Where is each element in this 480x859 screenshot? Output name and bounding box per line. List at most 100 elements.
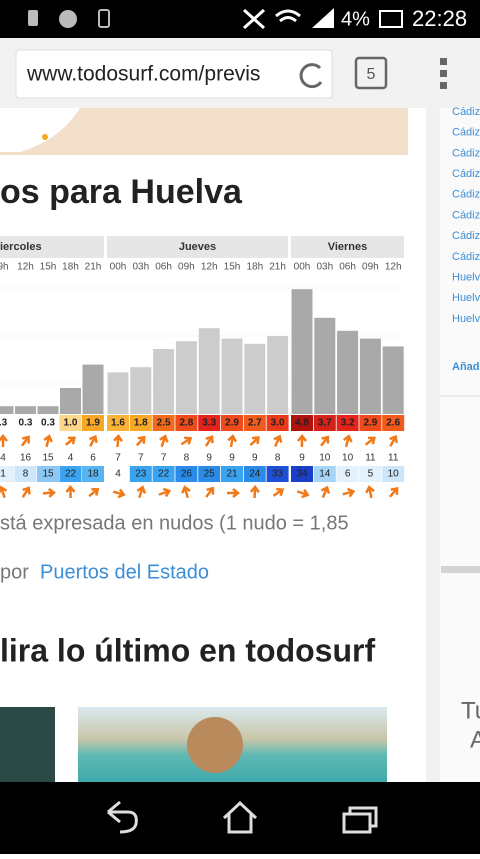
swell-arrow bbox=[0, 433, 8, 447]
sidebar-link[interactable]: Huelv bbox=[452, 292, 480, 304]
wind-cell bbox=[243, 466, 266, 482]
photo-figure bbox=[187, 717, 243, 773]
period-label: 7 bbox=[115, 453, 121, 464]
wind-label: 4 bbox=[115, 469, 121, 480]
wind-label: 23 bbox=[135, 469, 147, 480]
note: stá expresada en nudos (1 nudo = 1,85 bbox=[0, 512, 349, 534]
wind-label: 34 bbox=[296, 469, 308, 480]
swell-arrow bbox=[389, 434, 398, 447]
reload-button[interactable] bbox=[299, 63, 323, 89]
url[interactable]: www.todosurf.com/previs bbox=[26, 63, 260, 86]
sidebar-link[interactable]: Cádiz bbox=[452, 209, 480, 221]
period-label: 9 bbox=[229, 453, 235, 464]
swell-arrow bbox=[88, 434, 98, 447]
period-label: 10 bbox=[342, 453, 354, 464]
sidebar-add[interactable]: Añad bbox=[452, 361, 480, 373]
swell-arrow bbox=[20, 435, 30, 447]
wind-arrow bbox=[227, 488, 241, 498]
day-label: iercoles bbox=[0, 241, 42, 253]
wind-arrow bbox=[21, 486, 31, 498]
status-icon bbox=[275, 9, 301, 23]
recents-button[interactable] bbox=[342, 806, 378, 834]
wind-cell bbox=[59, 466, 82, 482]
wind-cell bbox=[82, 466, 104, 482]
wave-cell bbox=[359, 415, 382, 431]
wind-cell bbox=[175, 466, 198, 482]
wave-label: 1.0 bbox=[64, 418, 78, 429]
url-field[interactable] bbox=[15, 49, 333, 99]
wind-cell bbox=[107, 466, 129, 482]
sidebar-link[interactable]: Cádiz bbox=[452, 106, 480, 118]
thumbnail[interactable] bbox=[0, 707, 55, 787]
wave-bar bbox=[82, 364, 104, 414]
wave-cell bbox=[198, 415, 221, 431]
source-link[interactable]: Puertos del Estado bbox=[40, 561, 209, 583]
sidebar-link[interactable]: Cádiz bbox=[452, 251, 480, 263]
wave-cell bbox=[129, 415, 152, 431]
wind-cell bbox=[359, 466, 382, 482]
wave-label: 0.3 bbox=[19, 418, 33, 429]
wind-cell bbox=[266, 466, 289, 482]
wave-bar bbox=[337, 330, 359, 414]
sidebar-panel bbox=[440, 108, 480, 782]
tabs-button[interactable] bbox=[354, 56, 388, 90]
sidebar-links: Cádiz Cádiz Cádiz Cádiz Cádiz Cádiz Cádiz Cádiz… bbox=[452, 106, 480, 325]
wind-arrow bbox=[158, 487, 172, 498]
wind-arrow bbox=[181, 485, 191, 499]
wind-cell bbox=[14, 466, 37, 482]
period-label: 4 bbox=[68, 453, 74, 464]
wind-arrow bbox=[272, 487, 285, 497]
wave-label: 2.8 bbox=[179, 418, 193, 429]
wind-arrow bbox=[342, 487, 356, 498]
wind-label: 14 bbox=[319, 469, 331, 480]
menu-button[interactable] bbox=[440, 58, 447, 89]
period-label: 9 bbox=[206, 453, 212, 464]
sidebar-link[interactable]: Cádiz bbox=[452, 168, 480, 180]
period-label: 9 bbox=[252, 453, 258, 464]
swell-arrow bbox=[364, 436, 376, 446]
wind-arrow bbox=[65, 485, 76, 499]
sidebar-link[interactable]: Cádiz bbox=[452, 230, 480, 242]
period-label: 4 bbox=[0, 453, 6, 464]
period-label: 10 bbox=[319, 453, 331, 464]
sidebar-link[interactable]: Cádiz bbox=[452, 127, 480, 139]
wave-cell bbox=[313, 415, 336, 431]
wind-arrow bbox=[112, 488, 126, 499]
wave-bar bbox=[359, 338, 381, 414]
wind-arrow bbox=[249, 485, 260, 499]
swell-arrow bbox=[43, 434, 54, 448]
hour-label: 18h bbox=[246, 262, 263, 273]
wind-arrow bbox=[388, 486, 399, 498]
wind-label: 24 bbox=[249, 469, 261, 480]
wave-label: 2.6 bbox=[386, 418, 400, 429]
home-button[interactable] bbox=[222, 800, 258, 834]
status-icon bbox=[242, 8, 266, 30]
day-label: Viernes bbox=[328, 241, 368, 253]
wave-label: 1.8 bbox=[134, 418, 148, 429]
hour-label: 06h bbox=[155, 262, 172, 273]
wind-label: 33 bbox=[272, 469, 284, 480]
swell-arrow bbox=[180, 436, 193, 446]
wave-bar bbox=[153, 349, 175, 414]
wind-cell bbox=[336, 466, 359, 482]
wave-bar bbox=[107, 372, 129, 414]
sidebar-link[interactable]: Huelv bbox=[452, 272, 480, 284]
hour-label: 12h bbox=[201, 262, 218, 273]
heading: os para Huelva bbox=[0, 173, 243, 211]
sidebar-link[interactable]: Huelv bbox=[452, 313, 480, 325]
wave-label: 2.9 bbox=[363, 418, 377, 429]
sidebar-link[interactable]: Cádiz bbox=[452, 147, 480, 159]
swell-arrow bbox=[273, 434, 283, 447]
wind-label: 5 bbox=[368, 469, 374, 480]
tab-count[interactable]: 5 bbox=[367, 66, 376, 83]
sidebar-link[interactable]: Cádiz bbox=[452, 189, 480, 201]
wave-cell bbox=[82, 415, 104, 431]
wave-bar bbox=[37, 406, 59, 414]
status-bar bbox=[0, 0, 480, 38]
wave-label: 3.0 bbox=[271, 418, 285, 429]
back-button[interactable] bbox=[107, 800, 138, 834]
wind-label: 10 bbox=[388, 469, 400, 480]
period-label: 7 bbox=[138, 453, 144, 464]
wind-arrow bbox=[320, 485, 331, 499]
wind-label: 22 bbox=[158, 469, 170, 480]
